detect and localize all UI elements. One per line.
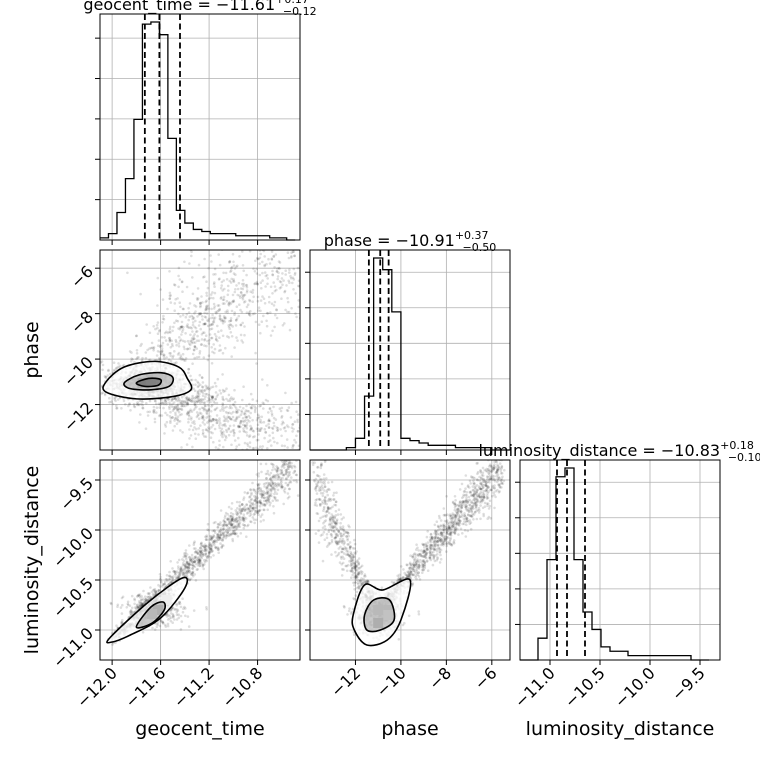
- title-median: −10.91: [396, 231, 455, 250]
- y-axis-label-luminosity_distance: luminosity_distance: [21, 466, 43, 655]
- title-prefix: luminosity_distance =: [478, 441, 660, 461]
- x-tick-label: −12.0: [73, 663, 121, 711]
- title-prefix: phase =: [324, 231, 396, 250]
- x-tick-label: −8: [425, 663, 455, 693]
- histogram-step: [100, 21, 296, 241]
- joint-panel-geocent_time-luminosity_distance: −12.0 −11.6 −11.2 −10.8 −11.0−10.5−10.0 −9.5: [49, 459, 301, 711]
- histogram-step: [520, 467, 709, 661]
- y-tick-label: −10.5: [49, 574, 97, 622]
- title-prefix: geocent_time =: [83, 0, 216, 15]
- density-contour: [363, 597, 396, 633]
- x-tick-label: −10: [372, 663, 409, 700]
- marginal-title-geocent_time: geocent_time = −11.61+0.17−0.12: [83, 0, 316, 18]
- marginal-panel-luminosity_distance: −11.0 −10.5 −10.0 −9.5 luminosity_distance =…: [478, 439, 760, 711]
- joint-plot-area: [100, 250, 300, 450]
- y-axis-label-phase: phase: [21, 321, 43, 378]
- y-tick-label: −10.0: [49, 524, 97, 572]
- panel-frame: [99, 459, 301, 661]
- marginal-title-luminosity_distance: luminosity_distance = −10.83+0.18 −0.10: [478, 439, 760, 464]
- histogram-step: [310, 257, 510, 451]
- title-minus: −0.12: [283, 5, 317, 18]
- y-tick-label: −11.0: [49, 624, 97, 672]
- panel-frame: [99, 249, 301, 451]
- joint-plot-area: [311, 460, 506, 647]
- marginal-panel-phase: phase = −10.91+0.37 −0.50: [305, 229, 511, 455]
- title-plus: +0.17: [275, 0, 309, 6]
- x-axis-label-phase: phase: [381, 718, 438, 740]
- y-tick-label: −10: [60, 353, 97, 390]
- x-tick-label: −12: [327, 663, 364, 700]
- title-median: −10.83: [661, 441, 720, 460]
- title-minus: −0.50: [463, 241, 497, 254]
- sample-scatter: [311, 460, 506, 645]
- x-tick-label: −10.5: [561, 663, 609, 711]
- x-axis-label-geocent_time: geocent_time: [135, 718, 264, 740]
- marginal-panel-geocent_time: geocent_time = −11.61+0.17−0.12: [83, 0, 317, 245]
- panel-frame: [519, 459, 721, 661]
- joint-plot-area: [106, 460, 300, 646]
- y-tick-label: −9.5: [56, 474, 97, 515]
- joint-panel-phase-luminosity_distance: −12 −10 −8 −6: [305, 459, 511, 701]
- title-minus: −0.10: [728, 451, 760, 464]
- title-plus: +0.18: [720, 439, 754, 452]
- panel-frame: [309, 249, 511, 451]
- x-tick-label: −10.8: [218, 663, 266, 711]
- title-plus: +0.37: [455, 229, 489, 242]
- x-tick-label: −6: [471, 663, 501, 693]
- density-contour: [135, 601, 167, 629]
- title-median: −11.61: [216, 0, 275, 14]
- x-tick-label: −11.0: [511, 663, 559, 711]
- y-tick-label: −6: [67, 262, 97, 292]
- x-tick-label: −11.2: [170, 663, 218, 711]
- x-tick-label: −10.0: [611, 663, 659, 711]
- panel-frame: [309, 459, 511, 661]
- y-tick-label: −8: [67, 307, 97, 337]
- x-tick-label: −9.5: [668, 663, 709, 704]
- panel-frame: [99, 13, 301, 241]
- density-contour: [135, 377, 163, 388]
- y-tick-label: −12: [60, 398, 97, 435]
- x-tick-label: −11.6: [121, 663, 169, 711]
- x-axis-label-luminosity_distance: luminosity_distance: [526, 718, 715, 740]
- marginal-title-phase: phase = −10.91+0.37 −0.50: [324, 229, 497, 254]
